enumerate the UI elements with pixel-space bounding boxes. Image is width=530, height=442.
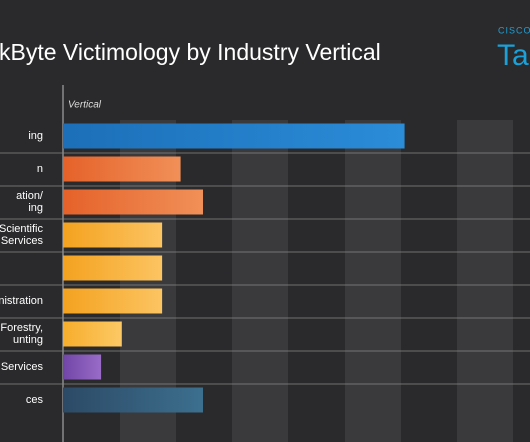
y-tick-label: ces <box>26 394 44 406</box>
bar <box>63 156 181 182</box>
y-tick-label: Services <box>1 235 44 247</box>
logo-name: Ta <box>497 39 529 72</box>
bar <box>63 288 163 314</box>
y-tick-label: l, Scientific <box>0 223 43 235</box>
y-tick-label: n <box>37 163 43 175</box>
y-tick-label: inistration <box>0 295 43 307</box>
y-tick-label: ation/ <box>16 190 44 202</box>
y-tick-label: Forestry, <box>0 322 43 334</box>
y-tick-label: ing <box>28 130 43 142</box>
y-tick-label: Services <box>1 361 44 373</box>
y-tick-label: unting <box>13 334 43 346</box>
bar <box>63 123 405 149</box>
axis-label: Vertical <box>68 100 102 111</box>
bar <box>63 189 203 215</box>
bar <box>63 255 163 281</box>
bar <box>63 222 163 248</box>
band <box>345 120 401 442</box>
bar <box>63 387 203 413</box>
bar <box>63 321 122 347</box>
logo-brand: CISCO <box>498 25 530 35</box>
bar <box>63 354 102 380</box>
band <box>232 120 288 442</box>
y-tick-label: ing <box>28 202 43 214</box>
chart-title: kByte Victimology by Industry Vertical <box>0 39 381 65</box>
band <box>457 120 513 442</box>
